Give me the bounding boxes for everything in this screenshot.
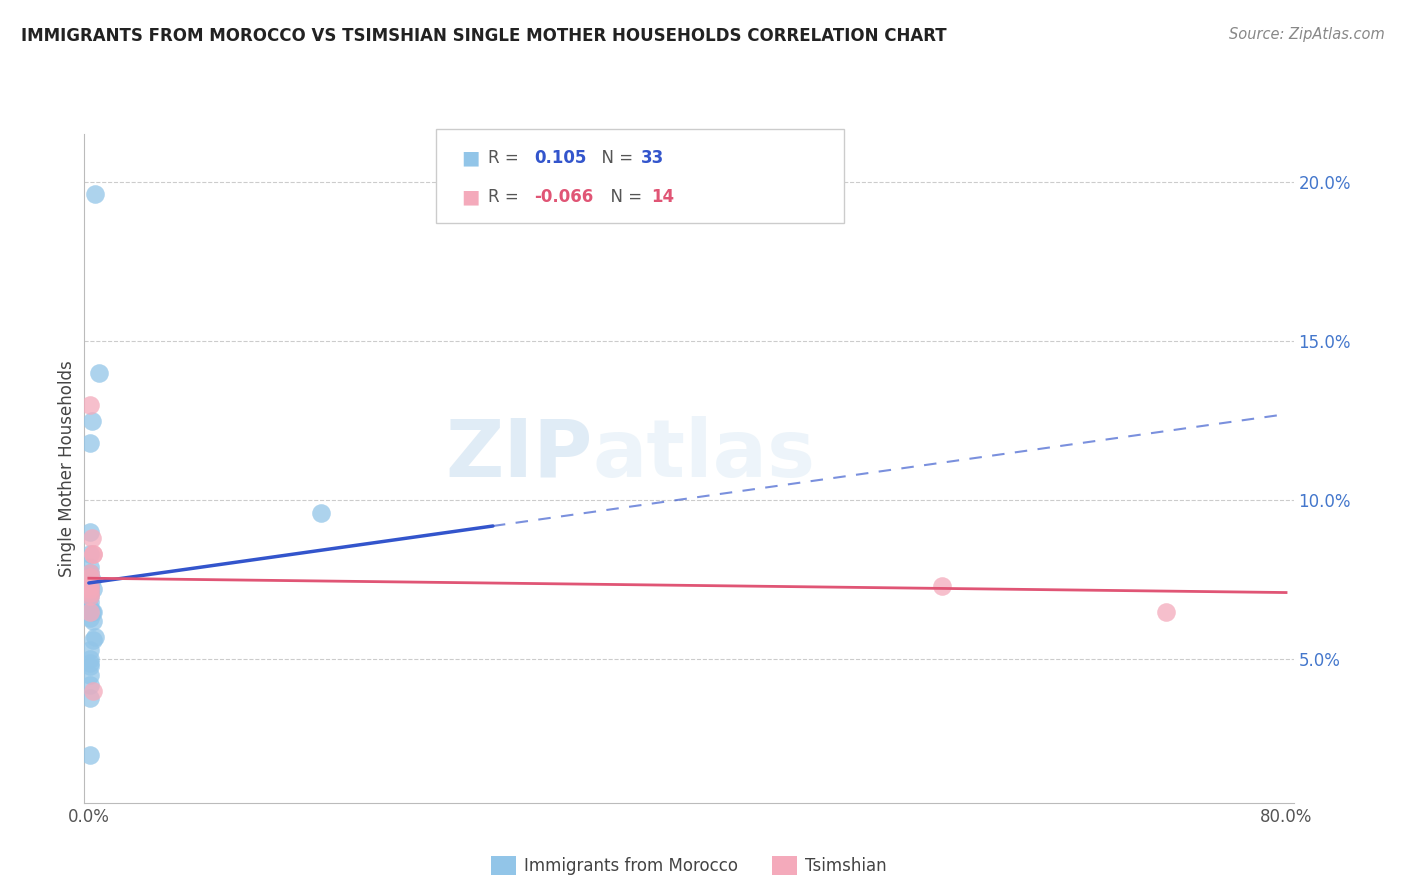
- Point: [82, 582, 104, 597]
- Text: Source: ZipAtlas.com: Source: ZipAtlas.com: [1229, 27, 1385, 42]
- Point: [79, 524, 101, 539]
- Point: [79, 585, 101, 599]
- Point: [79, 747, 101, 762]
- Point: [83, 187, 105, 202]
- Point: [80, 605, 103, 619]
- Point: [309, 506, 332, 520]
- Point: [79, 643, 101, 657]
- Point: [82, 684, 104, 698]
- Point: [79, 589, 101, 603]
- Point: [83, 630, 105, 644]
- Text: 0.105: 0.105: [534, 149, 586, 167]
- Text: -0.066: -0.066: [534, 188, 593, 206]
- Text: N =: N =: [600, 188, 648, 206]
- Y-axis label: Single Mother Households: Single Mother Households: [58, 360, 76, 576]
- Point: [79, 560, 101, 574]
- Point: [80, 532, 103, 546]
- Point: [79, 547, 101, 561]
- Point: [79, 585, 101, 599]
- Point: [79, 566, 101, 581]
- Text: R =: R =: [488, 149, 524, 167]
- Point: [82, 605, 104, 619]
- Point: [79, 656, 101, 670]
- Point: [79, 678, 101, 692]
- Legend: Immigrants from Morocco, Tsimshian: Immigrants from Morocco, Tsimshian: [485, 849, 893, 881]
- Text: ■: ■: [461, 148, 479, 167]
- Point: [89, 366, 111, 380]
- Point: [79, 582, 101, 597]
- Point: [79, 652, 101, 666]
- Point: [79, 579, 101, 593]
- Point: [79, 398, 101, 412]
- Point: [82, 614, 104, 628]
- Point: [79, 435, 101, 450]
- Point: [1156, 605, 1178, 619]
- Point: [79, 668, 101, 682]
- Text: IMMIGRANTS FROM MOROCCO VS TSIMSHIAN SINGLE MOTHER HOUSEHOLDS CORRELATION CHART: IMMIGRANTS FROM MOROCCO VS TSIMSHIAN SIN…: [21, 27, 946, 45]
- Point: [82, 633, 104, 648]
- Point: [79, 611, 101, 625]
- Point: [931, 579, 953, 593]
- Point: [79, 566, 101, 581]
- Point: [79, 601, 101, 615]
- Text: ■: ■: [461, 188, 479, 207]
- Point: [80, 573, 103, 587]
- Point: [79, 595, 101, 609]
- Point: [79, 579, 101, 593]
- Point: [82, 547, 104, 561]
- Text: 33: 33: [641, 149, 665, 167]
- Text: N =: N =: [591, 149, 638, 167]
- Text: 14: 14: [651, 188, 673, 206]
- Point: [79, 605, 101, 619]
- Point: [79, 582, 101, 597]
- Point: [79, 690, 101, 705]
- Point: [79, 658, 101, 673]
- Text: atlas: atlas: [592, 416, 815, 494]
- Text: R =: R =: [488, 188, 524, 206]
- Point: [79, 579, 101, 593]
- Point: [80, 413, 103, 427]
- Point: [79, 589, 101, 603]
- Point: [82, 547, 104, 561]
- Text: ZIP: ZIP: [444, 416, 592, 494]
- Point: [79, 573, 101, 587]
- Point: [79, 569, 101, 583]
